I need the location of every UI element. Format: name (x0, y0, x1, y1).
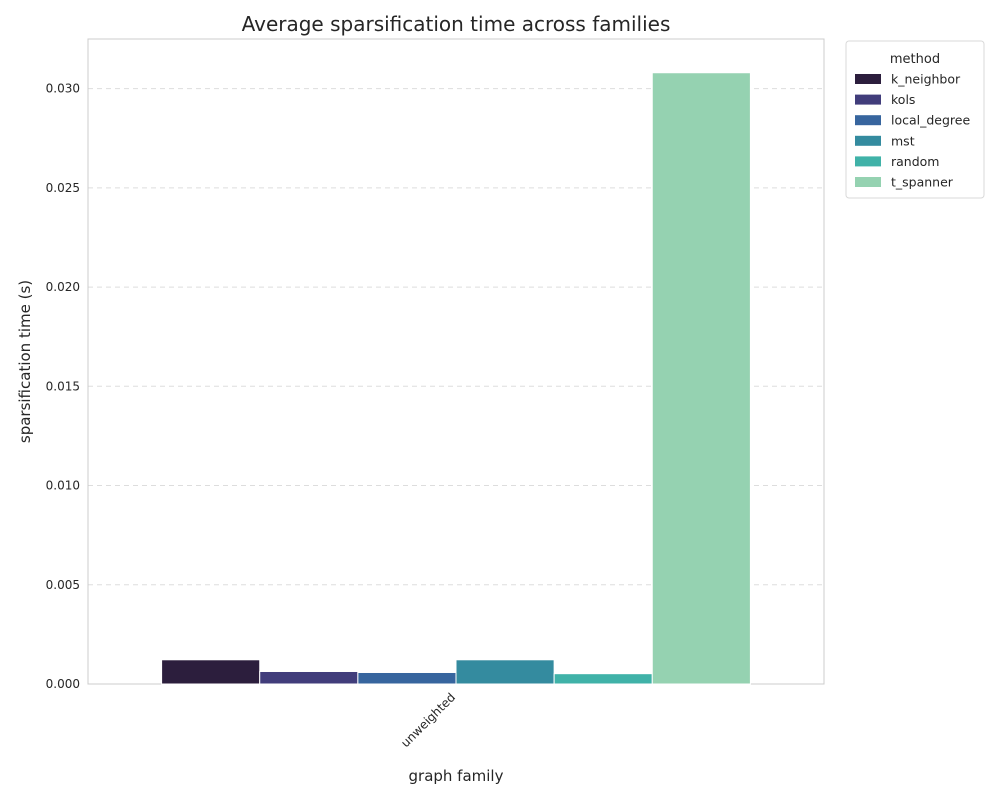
legend-label-t_spanner: t_spanner (891, 175, 954, 190)
y-tick-label: 0.030 (46, 82, 80, 96)
y-tick-label: 0.015 (46, 379, 80, 393)
bar-kols (259, 670, 359, 685)
legend-label-k_neighbor: k_neighbor (891, 72, 961, 87)
legend-title: method (890, 52, 940, 67)
legend-label-local_degree: local_degree (891, 113, 970, 128)
legend-swatch-t_spanner (855, 177, 881, 187)
bar-k_neighbor (161, 659, 261, 685)
y-tick-label: 0.025 (46, 181, 80, 195)
legend-swatch-k_neighbor (855, 74, 881, 84)
chart-title: Average sparsification time across famil… (242, 12, 671, 36)
legend-swatch-kols (855, 94, 881, 105)
legend-label-mst: mst (891, 133, 915, 148)
x-axis-label: graph family (409, 767, 504, 785)
legend-swatch-mst (855, 135, 881, 146)
legend-label-random: random (891, 154, 939, 169)
legend-label-kols: kols (891, 92, 915, 107)
y-tick-label: 0.010 (46, 479, 80, 493)
bars-layer (161, 72, 751, 685)
y-tick-label: 0.000 (46, 677, 80, 691)
bar-random (553, 673, 653, 685)
bar-t_spanner (651, 72, 751, 685)
legend-swatch-random (855, 156, 881, 167)
y-axis-label: sparsification time (s) (16, 280, 34, 443)
y-tick-label: 0.005 (46, 578, 80, 592)
legend-swatch-local_degree (855, 115, 881, 126)
bar-mst (455, 659, 555, 685)
bar-local_degree (357, 671, 457, 685)
y-tick-label: 0.020 (46, 280, 80, 294)
